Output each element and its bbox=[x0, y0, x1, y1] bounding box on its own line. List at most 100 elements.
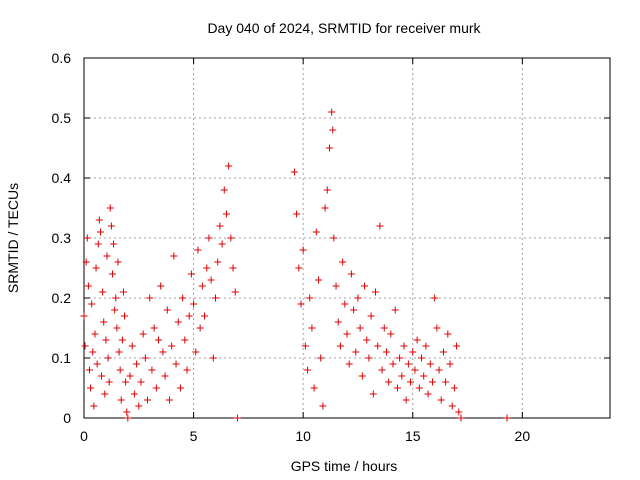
data-point bbox=[212, 294, 219, 302]
data-point bbox=[150, 324, 158, 332]
data-point bbox=[319, 402, 327, 410]
data-point bbox=[174, 318, 182, 326]
data-point bbox=[323, 186, 331, 194]
data-point bbox=[112, 294, 120, 302]
data-point bbox=[170, 252, 178, 260]
data-point bbox=[389, 360, 397, 368]
data-point bbox=[114, 258, 122, 266]
data-point bbox=[118, 336, 126, 344]
y-tick-label: 0.2 bbox=[52, 290, 72, 306]
chart-title: Day 040 of 2024, SRMTID for receiver mur… bbox=[207, 20, 481, 36]
data-point bbox=[146, 294, 154, 302]
data-point bbox=[93, 360, 101, 368]
data-point bbox=[369, 390, 377, 398]
y-tick-label: 0.4 bbox=[52, 170, 72, 186]
data-point bbox=[121, 312, 129, 320]
data-point bbox=[92, 264, 100, 272]
data-point bbox=[453, 342, 461, 350]
data-point bbox=[350, 306, 358, 314]
data-point bbox=[365, 354, 373, 362]
data-point bbox=[448, 402, 456, 410]
data-point bbox=[382, 348, 390, 356]
y-tick-label: 0.1 bbox=[52, 350, 72, 366]
data-point bbox=[380, 324, 388, 332]
data-point bbox=[209, 354, 217, 362]
data-point bbox=[141, 354, 149, 362]
data-point bbox=[115, 348, 123, 356]
data-point bbox=[201, 312, 209, 320]
data-point bbox=[312, 228, 320, 236]
data-point bbox=[404, 360, 412, 368]
data-point bbox=[128, 342, 136, 350]
data-point bbox=[198, 282, 206, 290]
data-point bbox=[161, 372, 169, 380]
data-point bbox=[345, 360, 353, 368]
data-point bbox=[144, 396, 152, 404]
data-point bbox=[306, 294, 314, 302]
data-point bbox=[218, 240, 226, 248]
data-point bbox=[111, 306, 119, 314]
data-point bbox=[90, 402, 98, 410]
data-point bbox=[172, 360, 180, 368]
data-point bbox=[110, 240, 118, 248]
data-point bbox=[155, 336, 163, 344]
data-point bbox=[94, 240, 102, 248]
data-point bbox=[444, 330, 452, 338]
data-point bbox=[315, 276, 323, 284]
data-point bbox=[301, 342, 309, 350]
data-point bbox=[105, 378, 113, 386]
y-axis-label: SRMTID / TECUs bbox=[5, 183, 21, 293]
data-point bbox=[137, 378, 145, 386]
data-point bbox=[168, 342, 176, 350]
data-point bbox=[391, 306, 399, 314]
data-point bbox=[117, 396, 125, 404]
data-point bbox=[341, 300, 349, 308]
x-tick-label: 20 bbox=[515, 428, 531, 444]
data-point bbox=[84, 282, 92, 290]
data-point bbox=[450, 384, 458, 392]
data-point bbox=[185, 312, 193, 320]
x-tick-label: 0 bbox=[80, 428, 88, 444]
data-point bbox=[422, 342, 430, 350]
y-axis-ticks: 0 0.1 0.2 0.3 0.4 0.5 0.6 bbox=[52, 50, 610, 426]
data-point bbox=[108, 270, 116, 278]
data-point bbox=[194, 246, 202, 254]
data-point bbox=[330, 234, 338, 242]
data-point bbox=[297, 300, 305, 308]
data-point bbox=[426, 360, 434, 368]
data-point bbox=[88, 300, 96, 308]
data-point bbox=[205, 234, 213, 242]
data-point bbox=[354, 294, 362, 302]
data-point bbox=[343, 330, 351, 338]
data-point bbox=[396, 354, 404, 362]
data-point bbox=[95, 216, 103, 224]
data-point bbox=[325, 144, 333, 152]
data-point bbox=[222, 210, 230, 218]
data-point bbox=[176, 384, 184, 392]
data-point bbox=[455, 408, 463, 416]
data-point bbox=[409, 348, 417, 356]
data-point bbox=[135, 402, 143, 410]
y-tick-label: 0.3 bbox=[52, 230, 72, 246]
data-point bbox=[82, 258, 90, 266]
data-point bbox=[290, 168, 298, 176]
data-point bbox=[99, 288, 107, 296]
x-tick-label: 15 bbox=[405, 428, 421, 444]
data-point bbox=[435, 366, 443, 374]
data-point bbox=[415, 384, 423, 392]
data-point bbox=[321, 204, 329, 212]
data-point bbox=[295, 264, 303, 272]
data-point bbox=[187, 270, 195, 278]
data-point bbox=[413, 336, 421, 344]
data-point bbox=[411, 366, 419, 374]
data-point bbox=[407, 378, 415, 386]
data-point bbox=[106, 204, 114, 212]
data-point bbox=[100, 318, 108, 326]
data-point bbox=[83, 234, 91, 242]
data-point bbox=[233, 414, 241, 422]
data-point bbox=[207, 276, 215, 284]
data-point bbox=[85, 366, 93, 374]
x-axis-label: GPS time / hours bbox=[291, 458, 398, 474]
data-point bbox=[336, 342, 344, 350]
